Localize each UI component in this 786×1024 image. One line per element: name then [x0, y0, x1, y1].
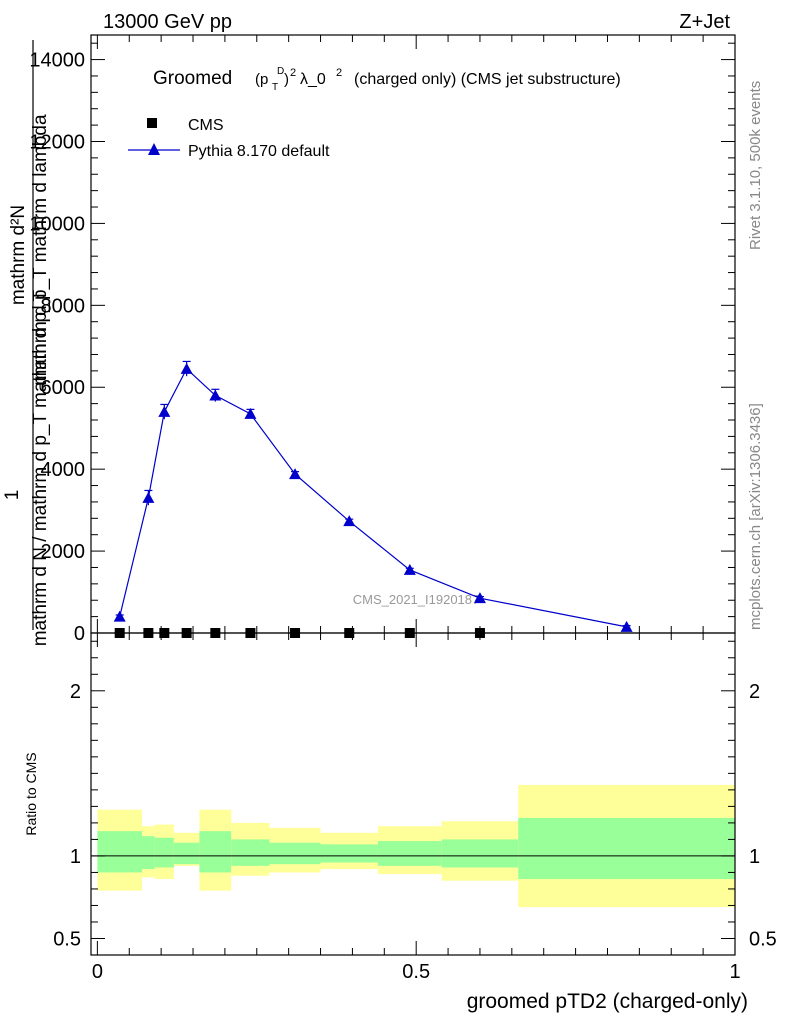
x-tick-label: 0.5: [402, 961, 430, 983]
legend-cms-label: CMS: [188, 117, 224, 134]
title-formula-sup: D: [277, 66, 284, 77]
ratio-stat-band: [518, 817, 735, 880]
ratio-stat-band: [199, 831, 232, 873]
main-y-axis-label: mathrm d²N mathrm d p_T mathrm d lambda …: [2, 40, 51, 646]
title-tail: (charged only) (CMS jet substructure): [354, 71, 621, 88]
main-plot-title: Groomed (p T D ) 2 λ_0 2 (charged only) …: [153, 66, 621, 93]
pythia-data-point: [180, 362, 193, 374]
ratio-stat-band: [269, 842, 321, 865]
rivet-version-label: Rivet 3.1.10, 500k events: [747, 81, 764, 250]
pythia-series-line: [119, 367, 627, 628]
pythia-data-point: [142, 491, 155, 503]
main-y-tick-label: 4000: [41, 459, 86, 481]
main-y-tick-label: 0: [74, 623, 85, 645]
pythia-data-point: [244, 407, 257, 419]
title-sup1: 2: [290, 67, 296, 79]
title-formula-sub: T: [272, 82, 278, 93]
legend-pythia-label: Pythia 8.170 default: [188, 143, 330, 160]
ratio-uncertainty-bands: [97, 784, 735, 908]
legend-cms-marker: [147, 118, 157, 128]
legend: CMS Pythia 8.170 default: [128, 117, 330, 160]
ratio-y-tick-label: 0.5: [53, 928, 81, 950]
main-y-axis: 0 2000 4000 6000 8000 10000 12000 14000: [29, 42, 735, 645]
title-lambda: λ_0: [300, 71, 326, 88]
main-y-tick-label: 6000: [41, 377, 86, 399]
pythia-data-point: [620, 620, 633, 632]
ylabel-denominator: mathrm d N / mathrm d p_T mathrm d p_T: [30, 289, 51, 646]
mcplots-reference-label: mcplots.cern.ch [arXiv:1306.3436]: [747, 403, 764, 630]
ratio-stat-band: [320, 844, 378, 863]
ylabel-numerator-2: mathrm d p_T mathrm d lambda: [30, 114, 51, 385]
pythia-data-point: [158, 405, 171, 417]
ratio-y-tick-label: 2: [70, 681, 81, 703]
ratio-stat-band: [231, 839, 270, 866]
ratio-stat-band: [173, 842, 200, 865]
ratio-plot: 0.5 0.51 12 2 0 0.5 1 Ratio to CMS groomed pT…: [23, 632, 777, 1013]
ylabel-one: 1: [2, 490, 23, 501]
pythia-data-point: [403, 563, 416, 575]
x-tick-label: 0: [92, 961, 103, 983]
main-y-tick-label: 14000: [29, 50, 85, 72]
title-main: Groomed: [153, 68, 232, 89]
pythia-data-point: [113, 610, 126, 622]
ratio-y-axis: 0.5 0.5 1 1 2 2: [53, 640, 777, 950]
pythia-data-point: [209, 389, 222, 401]
ratio-stat-band: [97, 831, 143, 873]
x-axis-label: groomed pTD2 (charged-only): [467, 990, 748, 1013]
main-y-tick-label: 10000: [29, 213, 85, 235]
ratio-stat-band: [154, 837, 174, 868]
ratio-plot-frame: [90, 632, 736, 956]
main-x-axis-ticks: [96, 35, 736, 633]
ratio-y-tick-label-right: 2: [749, 681, 760, 703]
main-y-tick-label: 8000: [41, 295, 86, 317]
ratio-y-tick-label: 1: [70, 846, 81, 868]
ratio-x-axis: 0 0.5 1: [92, 633, 741, 983]
title-formula-close: ): [284, 71, 289, 88]
ratio-y-tick-label-right: 1: [749, 846, 760, 868]
title-formula: (p: [255, 71, 268, 88]
header-process-label: 13000 GeV pp: [103, 11, 232, 33]
ratio-stat-band: [142, 836, 155, 870]
main-y-tick-label: 2000: [41, 541, 86, 563]
ylabel-numerator: mathrm d²N: [8, 205, 29, 305]
pythia-data-point: [289, 468, 302, 480]
ratio-y-axis-label: Ratio to CMS: [23, 752, 39, 835]
header-channel-label: Z+Jet: [679, 11, 730, 33]
pythia-data-point: [473, 592, 486, 604]
main-y-tick-label: 12000: [29, 131, 85, 153]
ratio-stat-band: [377, 841, 442, 866]
title-sup2: 2: [336, 67, 342, 79]
ratio-y-tick-label-right: 0.5: [749, 928, 777, 950]
legend-pythia-marker: [148, 143, 160, 155]
ratio-stat-band: [441, 839, 519, 868]
analysis-watermark: CMS_2021_I1920187: [353, 592, 480, 607]
main-plot: 0 2000 4000 6000 8000 10000 12000 14000 CMS_202…: [2, 34, 736, 646]
pythia-data-point: [343, 515, 356, 527]
pythia-series-points: [113, 360, 633, 632]
x-tick-label: 1: [729, 961, 740, 983]
